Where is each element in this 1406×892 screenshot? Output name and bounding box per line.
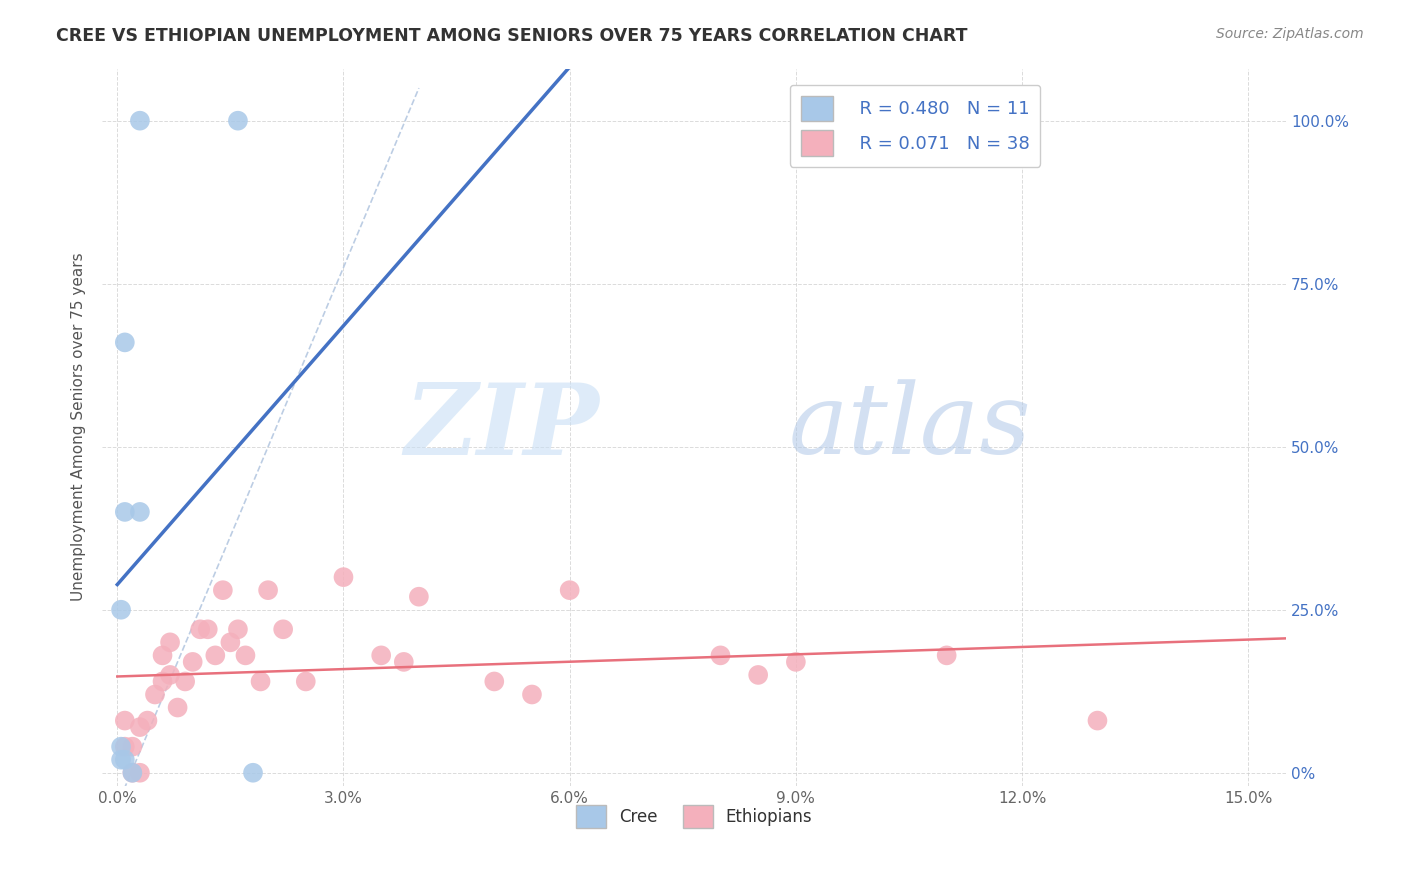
Point [242, 765, 264, 780]
Text: CREE VS ETHIOPIAN UNEMPLOYMENT AMONG SENIORS OVER 75 YEARS CORRELATION CHART: CREE VS ETHIOPIAN UNEMPLOYMENT AMONG SEN… [56, 27, 967, 45]
Point [143, 688, 166, 702]
Point [197, 622, 219, 636]
Point [114, 714, 136, 728]
Point [392, 655, 415, 669]
Point [181, 655, 204, 669]
Point [152, 648, 174, 663]
Point [1087, 714, 1109, 728]
Point [114, 335, 136, 350]
Text: ZIP: ZIP [405, 379, 599, 475]
Point [484, 674, 506, 689]
Point [129, 113, 152, 128]
Point [129, 720, 152, 734]
Point [211, 583, 233, 598]
Point [747, 668, 769, 682]
Point [226, 622, 249, 636]
Point [558, 583, 581, 598]
Y-axis label: Unemployment Among Seniors over 75 years: Unemployment Among Seniors over 75 years [72, 252, 86, 601]
Point [709, 648, 731, 663]
Point [370, 648, 392, 663]
Point [136, 714, 159, 728]
Text: Source: ZipAtlas.com: Source: ZipAtlas.com [1216, 27, 1364, 41]
Point [520, 688, 543, 702]
Point [785, 655, 807, 669]
Point [159, 668, 181, 682]
Point [110, 753, 132, 767]
Point [121, 765, 143, 780]
Point [152, 674, 174, 689]
Point [271, 622, 294, 636]
Point [219, 635, 242, 649]
Point [332, 570, 354, 584]
Text: atlas: atlas [789, 379, 1032, 475]
Legend: Cree, Ethiopians: Cree, Ethiopians [569, 798, 820, 835]
Point [121, 765, 143, 780]
Point [204, 648, 226, 663]
Point [235, 648, 257, 663]
Point [114, 739, 136, 754]
Point [110, 739, 132, 754]
Point [114, 505, 136, 519]
Point [174, 674, 197, 689]
Point [294, 674, 316, 689]
Point [188, 622, 211, 636]
Point [257, 583, 280, 598]
Point [166, 700, 188, 714]
Point [408, 590, 430, 604]
Point [249, 674, 271, 689]
Point [159, 635, 181, 649]
Point [110, 603, 132, 617]
Point [226, 113, 249, 128]
Point [114, 753, 136, 767]
Point [129, 505, 152, 519]
Point [935, 648, 957, 663]
Point [129, 765, 152, 780]
Point [121, 739, 143, 754]
